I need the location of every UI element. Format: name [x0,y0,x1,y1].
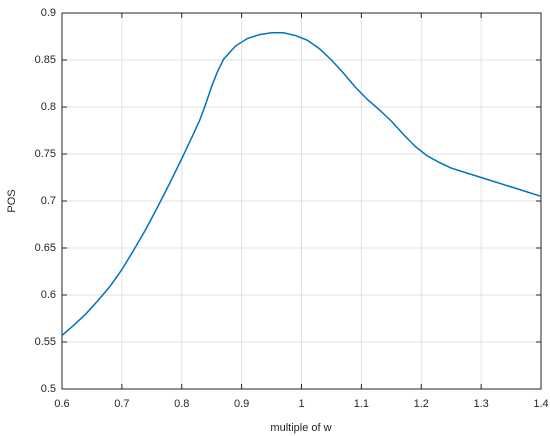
line-series [61,31,542,336]
x-axis-label: multiple of w [270,422,331,434]
x-tick-label: 1.3 [473,398,488,410]
x-tick-label: 1 [298,398,304,410]
x-tick-label: 1.2 [414,398,429,410]
x-tick-label: 1.4 [533,398,548,410]
y-tick-label: 0.75 [35,148,56,160]
x-tick-label: 1.1 [354,398,369,410]
y-tick-label: 0.6 [41,289,56,301]
y-tick-label: 0.55 [35,336,56,348]
y-tick-label: 0.9 [41,7,56,19]
y-tick-label: 0.8 [41,101,56,113]
y-tick-label: 0.7 [41,195,56,207]
x-tick-label: 0.9 [234,398,249,410]
y-axis-label: POS [6,189,18,212]
y-tick-label: 0.65 [35,242,56,254]
y-tick-label: 0.85 [35,54,56,66]
plot-frame [61,12,542,390]
y-tick-label: 0.5 [41,383,56,395]
x-tick-label: 0.6 [54,398,69,410]
x-tick-label: 0.8 [174,398,189,410]
x-tick-label: 0.7 [114,398,129,410]
